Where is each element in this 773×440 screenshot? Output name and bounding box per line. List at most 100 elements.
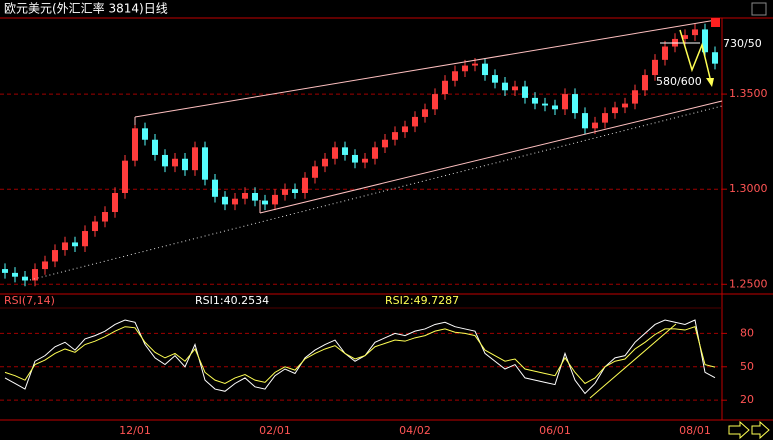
candle-body [602, 113, 608, 123]
candle-body [342, 147, 348, 155]
window-button[interactable] [751, 2, 767, 16]
candle-body [322, 158, 328, 167]
candle-body [642, 75, 648, 91]
scroll-button[interactable] [728, 420, 750, 440]
candle-body [262, 200, 268, 205]
candle-body [22, 276, 28, 281]
candle-body [372, 147, 378, 159]
rsi-line [4, 326, 716, 385]
candle-body [162, 154, 168, 167]
y-tick-label: 50 [740, 360, 754, 373]
candle-body [712, 52, 718, 64]
candle-body [512, 86, 518, 91]
candle-body [152, 139, 158, 155]
candle-body [562, 94, 568, 110]
x-tick-label: 06/01 [539, 424, 571, 437]
candle-body [292, 189, 298, 193]
candle-body [582, 113, 588, 129]
candle-body [202, 147, 208, 180]
candle-body [192, 147, 198, 171]
scroll-button[interactable] [751, 420, 770, 440]
candle-body [692, 29, 698, 36]
candle-body [652, 59, 658, 76]
trend-line [29, 105, 723, 281]
candle-body [402, 126, 408, 133]
y-tick-label: 1.2500 [729, 277, 768, 290]
candle-body [352, 154, 358, 163]
candle-body [332, 147, 338, 159]
candle-body [312, 166, 318, 178]
x-tick-label: 04/02 [399, 424, 431, 437]
candle-body [502, 82, 508, 91]
candle-body [212, 179, 218, 197]
candle-body [302, 177, 308, 193]
candle-body [252, 192, 258, 201]
candle-body [272, 194, 278, 205]
indicator-label: RSI2:49.7287 [385, 294, 459, 307]
candle-body [382, 139, 388, 148]
candle-body [102, 212, 108, 222]
candle-body [282, 189, 288, 195]
y-tick-label: 1.3500 [729, 87, 768, 100]
indicator-label: RSI1:40.2534 [195, 294, 269, 307]
candle-body [72, 242, 78, 247]
marker [711, 18, 720, 27]
candle-body [92, 221, 98, 232]
candle-body [142, 128, 148, 140]
rsi-line [4, 319, 716, 395]
candle-body [682, 35, 688, 39]
candle-body [532, 97, 538, 104]
candle-body [472, 63, 478, 66]
candle-body [222, 196, 228, 205]
marks: 1.3500 1.3000 1.2500 12/01 02/01 04/02 06/01 08… [0, 23, 768, 437]
candle-body [242, 192, 248, 199]
x-tick-label: 08/01 [679, 424, 711, 437]
candle-body [482, 63, 488, 76]
candle-body [42, 261, 48, 270]
annotation: 580/600 [656, 75, 702, 88]
candle-body [362, 158, 368, 163]
trend-line [259, 100, 723, 214]
candle-body [412, 116, 418, 127]
candle-body [112, 192, 118, 213]
candle-body [182, 158, 188, 171]
candle-body [522, 86, 528, 98]
rsi-trend-line [589, 323, 677, 399]
indicator-title: RSI(7,14) [4, 294, 55, 307]
candle-body [552, 105, 558, 110]
candle-body [432, 94, 438, 110]
chart-title: 欧元美元(外汇汇率 3814)日线 [4, 1, 168, 16]
candle-body [62, 242, 68, 251]
candle-body [82, 231, 88, 247]
candle-body [132, 128, 138, 161]
candle-body [12, 272, 18, 277]
candle-body [702, 29, 708, 53]
candle-body [172, 158, 178, 167]
arrow-head [706, 78, 714, 87]
candle-body [52, 250, 58, 262]
x-tick-label: 12/01 [119, 424, 151, 437]
y-tick-label: 1.3000 [729, 182, 768, 195]
candle-body [632, 90, 638, 104]
candle-body [122, 160, 128, 193]
candle-body [492, 75, 498, 83]
trend-line [134, 19, 717, 118]
y-tick-label: 20 [740, 393, 754, 406]
candle-body [662, 46, 668, 60]
candle-body [232, 198, 238, 205]
x-tick-label: 02/01 [259, 424, 291, 437]
forecast-arrow [679, 29, 711, 79]
candle-body [32, 269, 38, 281]
candle-body [392, 132, 398, 140]
candle-body [462, 65, 468, 72]
candle-body [612, 107, 618, 114]
candle-body [442, 80, 448, 95]
candle-body [2, 269, 8, 273]
candle-body [452, 71, 458, 81]
candle-body [622, 103, 628, 108]
candle-body [572, 94, 578, 114]
candle-body [542, 103, 548, 106]
candle-body [422, 109, 428, 117]
